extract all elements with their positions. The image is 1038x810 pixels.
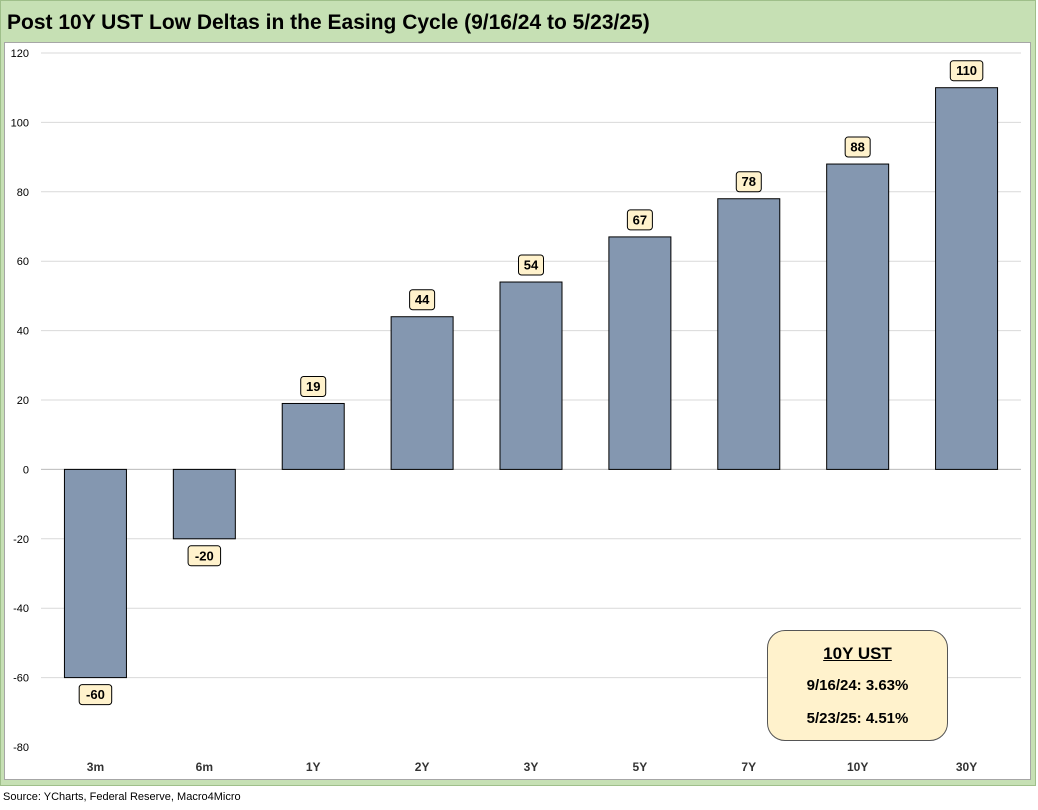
bar-6m — [172, 468, 236, 540]
data-label-box — [844, 136, 871, 158]
data-label: 54 — [524, 258, 539, 273]
y-tick-label: 80 — [17, 187, 29, 199]
bar-3m — [63, 468, 127, 679]
data-label-box — [78, 684, 113, 706]
data-label-box — [626, 209, 653, 231]
x-tick-label: 5Y — [633, 760, 648, 774]
bar-5Y — [608, 236, 672, 470]
y-tick-label: -80 — [13, 742, 29, 754]
data-label: -20 — [195, 548, 214, 563]
bar-10Y — [826, 163, 890, 470]
bar-chart: -80 -60 -40 -20 0 20 40 60 80 100 120 3m -60 6m -20 1Y 1… — [11, 48, 1021, 774]
y-tick-label: 100 — [11, 117, 29, 129]
x-tick-label: 2Y — [415, 760, 430, 774]
data-label: 78 — [742, 174, 756, 189]
y-tick-label: -40 — [13, 603, 29, 615]
x-tick-label: 30Y — [956, 760, 977, 774]
y-tick-label: 0 — [23, 464, 29, 476]
y-tick-label: 40 — [17, 326, 29, 338]
bar-30Y — [935, 87, 999, 470]
x-tick-label: 3m — [87, 760, 104, 774]
info-box-end-yield: 5/23/25: 4.51% — [806, 710, 909, 727]
data-label: 67 — [633, 212, 647, 227]
y-tick-label: -60 — [13, 673, 29, 685]
data-label-box — [735, 171, 762, 193]
info-box-title: 10Y UST — [823, 644, 892, 663]
bar-2Y — [390, 316, 454, 470]
y-tick-label: -20 — [13, 534, 29, 546]
data-label: 44 — [415, 292, 430, 307]
data-label-box — [949, 60, 984, 82]
data-label: 19 — [306, 379, 320, 394]
data-label-box — [518, 254, 544, 276]
x-tick-label: 7Y — [741, 760, 756, 774]
x-tick-label: 10Y — [847, 760, 868, 774]
x-tick-label: 1Y — [306, 760, 321, 774]
data-label-box — [187, 545, 222, 567]
y-tick-label: 120 — [11, 48, 29, 60]
data-label: -60 — [86, 687, 105, 702]
y-tick-label: 20 — [17, 395, 29, 407]
data-label: 88 — [850, 140, 864, 155]
x-tick-label: 3Y — [524, 760, 539, 774]
data-label-box — [300, 375, 327, 397]
bar-3Y — [499, 281, 563, 470]
bar-1Y — [281, 402, 345, 470]
y-tick-label: 60 — [17, 256, 29, 268]
data-label: 110 — [956, 63, 977, 78]
chart-title: Post 10Y UST Low Deltas in the Easing Cy… — [7, 11, 650, 34]
data-label-box — [409, 289, 436, 311]
source-note: Source: YCharts, Federal Reserve, Macro4… — [3, 791, 241, 803]
ust-10y-info-box: 10Y UST 9/16/24: 3.63% 5/23/25: 4.51% — [767, 630, 948, 741]
bar-7Y — [717, 198, 781, 470]
info-box-start-yield: 9/16/24: 3.63% — [806, 677, 909, 694]
x-tick-label: 6m — [196, 760, 213, 774]
